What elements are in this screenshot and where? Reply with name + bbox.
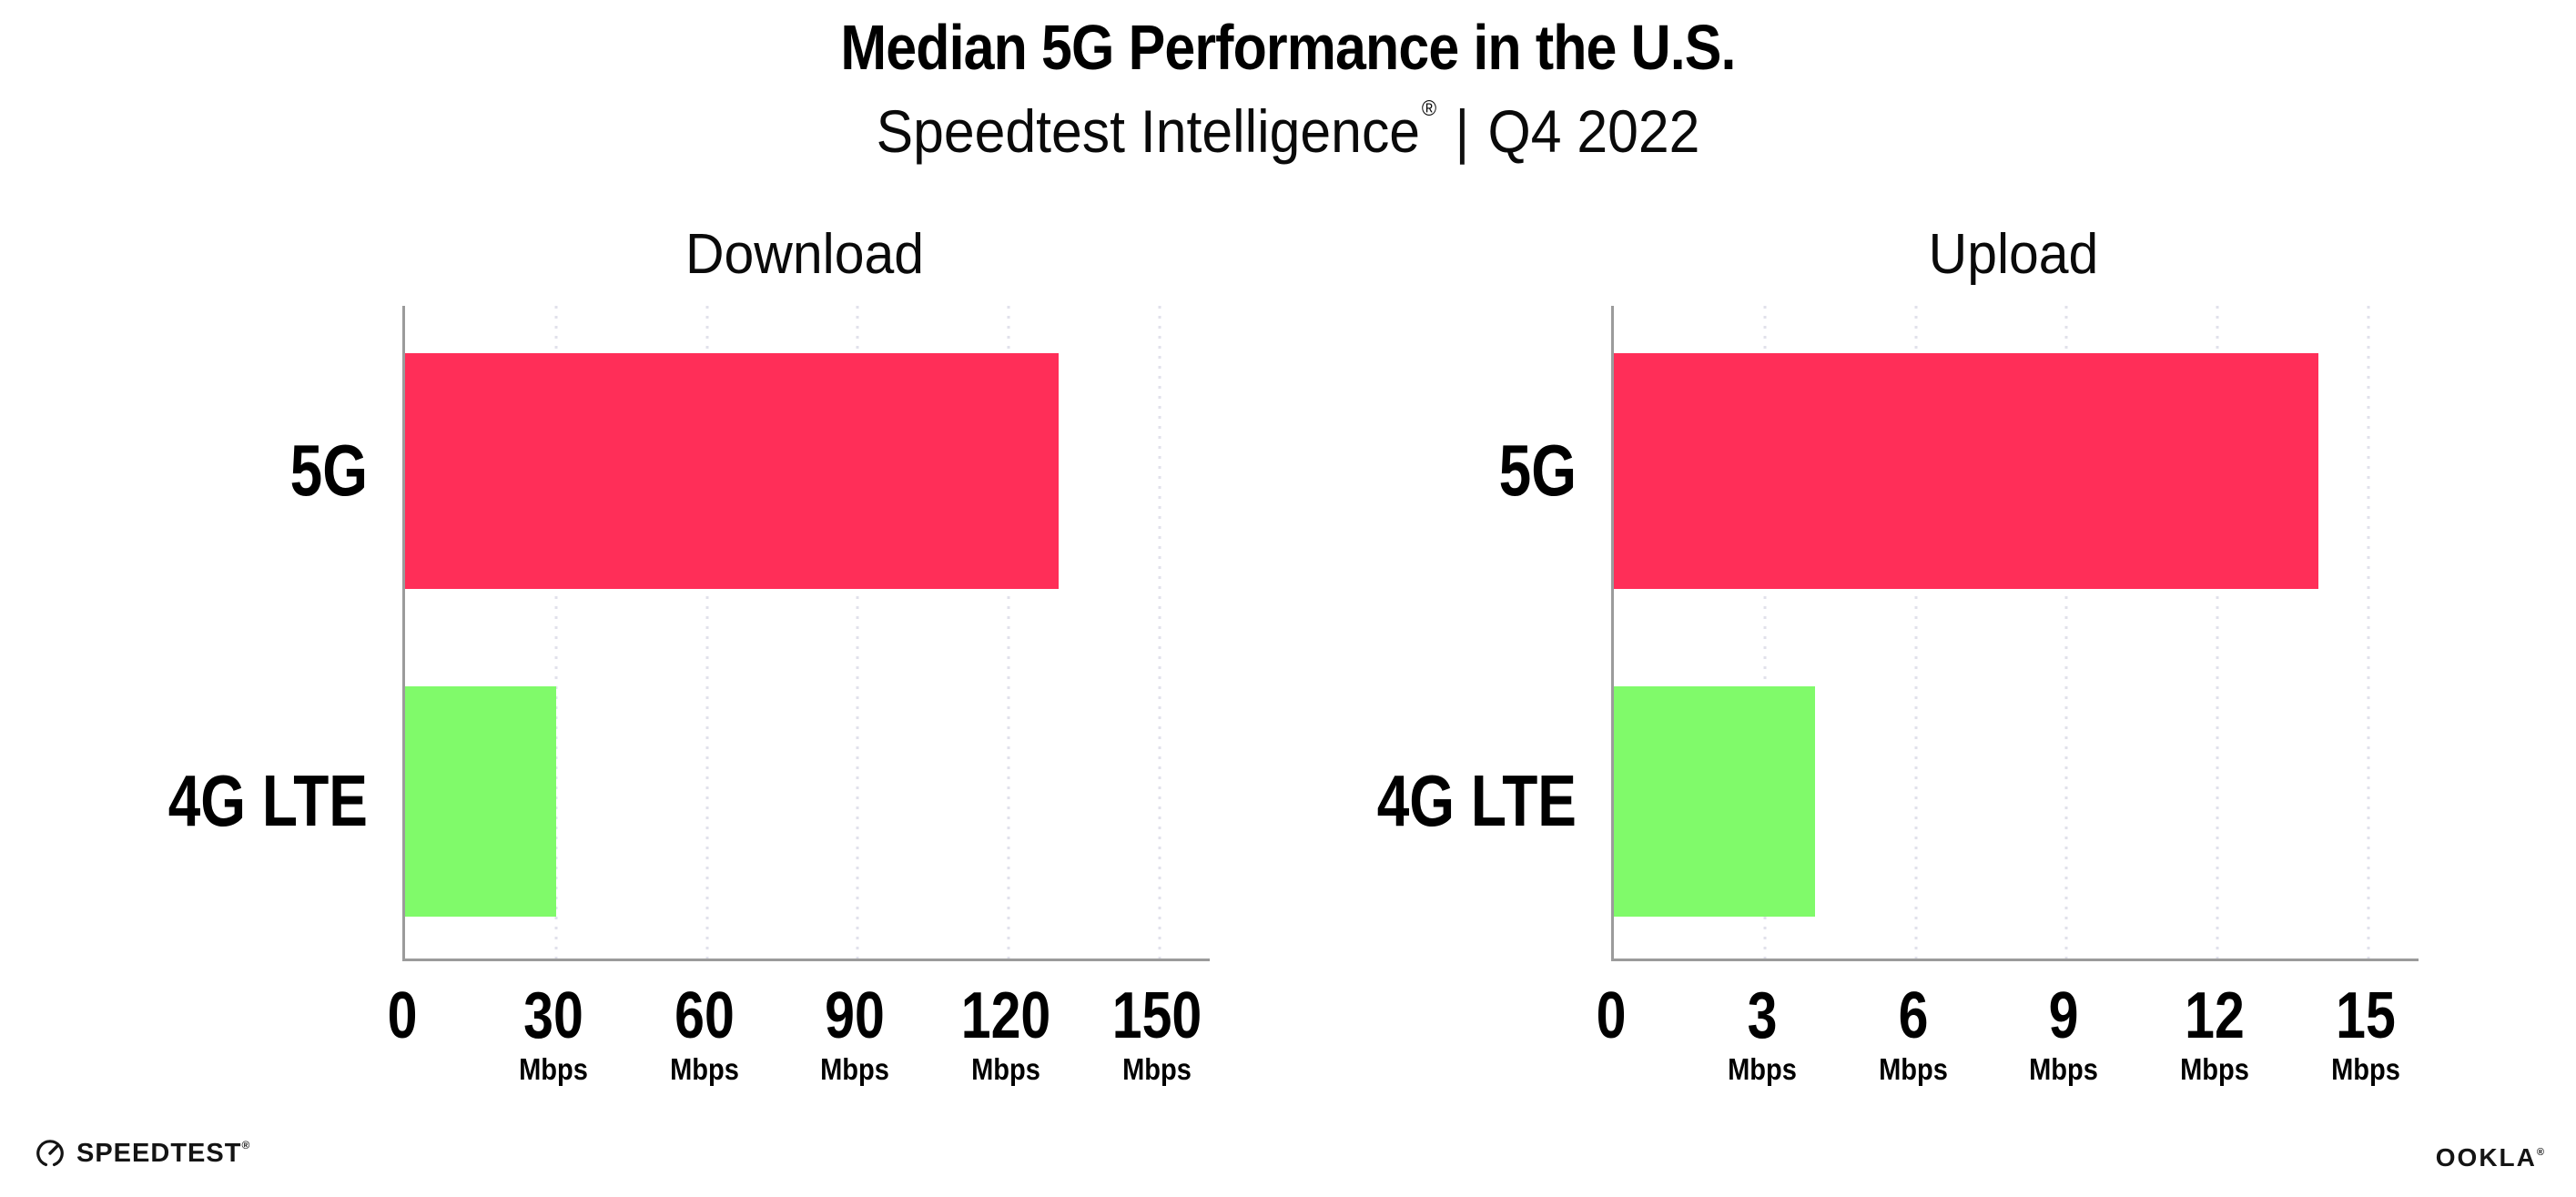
page-subtitle: Speedtest Intelligence® | Q4 2022 xyxy=(103,96,2473,166)
axis-tick-label: 60 Mbps xyxy=(669,979,739,1086)
bar-4g-lte-download xyxy=(405,686,556,917)
upload-plot-area xyxy=(1611,306,2419,961)
x-axis-line xyxy=(1611,959,2419,961)
download-chart: Download 5G 4G LTE 0 30 Mbps 60 Mbps xyxy=(93,209,1331,1147)
x-axis-line xyxy=(402,959,1210,961)
category-label-4g-lte-upload: 4G LTE xyxy=(1376,760,1577,841)
gridline-60 xyxy=(705,306,708,959)
axis-tick-label: 30 Mbps xyxy=(518,979,588,1086)
ookla-logo: OOKLA® xyxy=(2435,1143,2546,1172)
bar-5g-upload xyxy=(1614,353,2318,589)
category-label-5g-download: 5G xyxy=(289,430,368,511)
gridline-6 xyxy=(1914,306,1917,959)
gridline-120 xyxy=(1007,306,1010,959)
category-label-5g-upload: 5G xyxy=(1498,430,1577,511)
gridline-12 xyxy=(2216,306,2219,959)
page-title: Median 5G Performance in the U.S. xyxy=(840,12,1736,83)
axis-tick-label: 12 Mbps xyxy=(2180,979,2249,1086)
upload-chart: Upload 5G 4G LTE 0 3 Mbps 6 Mbps xyxy=(1302,209,2540,1147)
axis-tick-label: 6 Mbps xyxy=(1878,979,1948,1086)
gridline-3 xyxy=(1763,306,1767,959)
speedtest-logo: SPEEDTEST® xyxy=(35,1138,250,1169)
category-label-4g-lte-download: 4G LTE xyxy=(167,760,368,841)
axis-tick-label: 120 Mbps xyxy=(960,979,1051,1086)
gridline-9 xyxy=(2064,306,2068,959)
axis-tick-label: 0 xyxy=(387,979,418,1052)
bar-5g-download xyxy=(405,353,1060,589)
gridline-15 xyxy=(2367,306,2370,959)
download-chart-title: Download xyxy=(685,223,924,286)
gridline-90 xyxy=(856,306,859,959)
subtitle-brand: Speedtest Intelligence xyxy=(876,97,1421,165)
gridline-150 xyxy=(1158,306,1161,959)
axis-tick-label: 9 Mbps xyxy=(2029,979,2099,1086)
upload-chart-title: Upload xyxy=(1928,223,2099,286)
registered-mark: ® xyxy=(241,1138,251,1151)
speedometer-gauge-icon xyxy=(35,1138,66,1169)
registered-mark: ® xyxy=(1421,96,1437,121)
axis-tick-label: 90 Mbps xyxy=(820,979,890,1086)
download-x-axis-labels: 0 30 Mbps 60 Mbps 90 Mbps 120 Mbps 150 M… xyxy=(388,979,1207,1138)
axis-tick-label: 150 Mbps xyxy=(1111,979,1202,1086)
gridline-30 xyxy=(554,306,558,959)
axis-tick-label: 3 Mbps xyxy=(1727,979,1797,1086)
upload-x-axis-labels: 0 3 Mbps 6 Mbps 9 Mbps 12 Mbps 15 Mbps xyxy=(1597,979,2416,1138)
bar-4g-lte-upload xyxy=(1614,686,1815,917)
subtitle-separator: | xyxy=(1455,97,1470,165)
axis-tick-label: 0 xyxy=(1596,979,1627,1052)
subtitle-period: Q4 2022 xyxy=(1487,97,1700,165)
speedtest-wordmark: SPEEDTEST® xyxy=(76,1138,251,1168)
axis-tick-label: 15 Mbps xyxy=(2330,979,2400,1086)
registered-mark: ® xyxy=(2536,1147,2546,1158)
download-plot-area xyxy=(402,306,1210,961)
